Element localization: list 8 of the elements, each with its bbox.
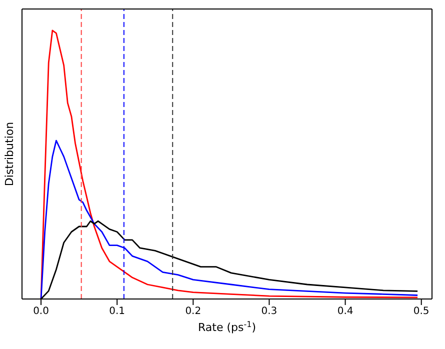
x-tick-label: 0.4 [337,306,354,318]
x-tick-label: 0.5 [413,306,430,318]
x-tick-label: 0.2 [185,306,202,318]
x-tick-label: 0.3 [261,306,278,318]
y-axis-title: Distribution [3,122,16,186]
x-tick-label: 0.1 [109,306,126,318]
x-tick-label: 0.0 [33,306,49,318]
x-axis-title: Rate (ps$^{-1}$) [198,320,256,334]
